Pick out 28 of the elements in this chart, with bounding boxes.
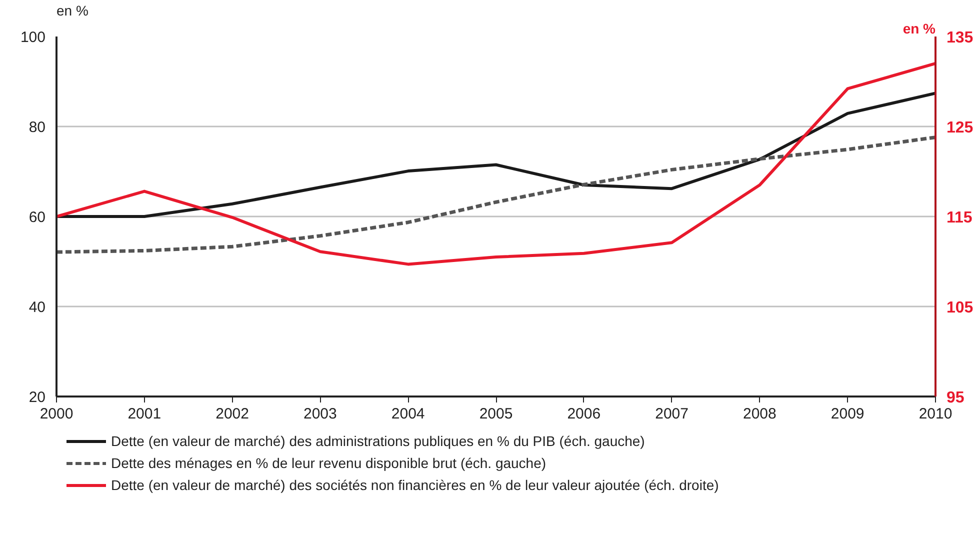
y-axis-title: en % bbox=[56, 2, 88, 18]
y2-tick-label: 105 bbox=[946, 300, 974, 316]
legend-label: Dette (en valeur de marché) des administrations publiques en % du PIB (éch. gauche) bbox=[111, 433, 645, 449]
x-tick-label: 2008 bbox=[743, 406, 776, 422]
x-tick-label: 2003 bbox=[304, 406, 337, 422]
y-tick-label: 60 bbox=[28, 209, 46, 226]
legend-label: Dette (en valeur de marché) des sociétés non financières en % de leur valeur ajoutée (éch. droite) bbox=[111, 477, 719, 493]
x-tick-label: 2004 bbox=[391, 406, 425, 422]
x-tick-label: 2006 bbox=[567, 406, 601, 422]
x-tick-label: 2005 bbox=[479, 406, 513, 422]
x-tick-label: 2001 bbox=[128, 406, 162, 422]
x-tick-label: 2007 bbox=[655, 406, 688, 422]
legend-label: Dette des ménages en % de leur revenu disponible brut (éch. gauche) bbox=[111, 455, 546, 471]
x-tick-label: 2009 bbox=[830, 406, 864, 422]
x-tick-label: 2000 bbox=[40, 406, 74, 422]
y2-axis-title: en % bbox=[902, 20, 936, 36]
y-tick-label: 40 bbox=[28, 299, 46, 316]
line-series bbox=[56, 136, 936, 254]
y-tick-label: 100 bbox=[20, 29, 46, 46]
y2-tick-label: 115 bbox=[946, 210, 972, 226]
y2-tick-label: 95 bbox=[946, 390, 964, 406]
y-tick-label: 80 bbox=[28, 119, 46, 136]
y2-tick-label: 125 bbox=[946, 120, 974, 136]
x-tick-label: 2002 bbox=[216, 406, 249, 422]
x-tick-label: 2010 bbox=[918, 406, 952, 422]
y-tick-label: 20 bbox=[28, 389, 46, 406]
y2-tick-label: 135 bbox=[946, 30, 974, 46]
line-series bbox=[56, 62, 936, 266]
